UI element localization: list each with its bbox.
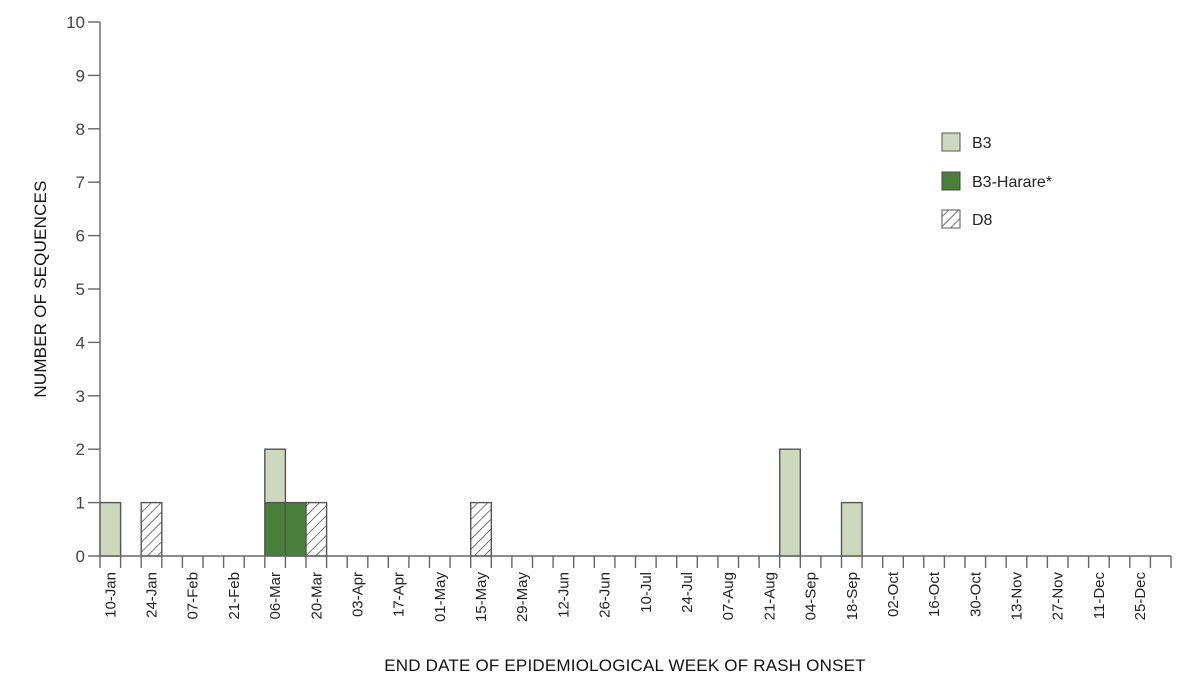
y-tick-label: 6 [76,227,85,246]
legend: B3 B3-Harare* D8 [941,132,1052,229]
bar-b3-harare-13-mar [284,501,307,557]
y-tick-label: 1 [76,494,85,513]
y-tick-label: 7 [76,173,85,192]
x-tick-label: 07-Aug [720,572,737,620]
x-tick-label: 01-May [432,572,449,623]
legend-label-b3-harare: B3-Harare* [972,174,1052,191]
legend-label-b3: B3 [972,135,992,152]
x-tick-label: 20-Mar [308,572,325,620]
x-tick-label: 06-Mar [267,572,284,620]
y-tick-label: 8 [76,120,85,139]
x-tick-label: 03-Apr [350,572,367,617]
y-tick-label: 5 [76,280,85,299]
x-tick-label: 18-Sep [844,572,861,620]
bar-d8-15-may [470,501,493,557]
y-tick-label: 3 [76,387,85,406]
y-tick-label: 0 [76,547,85,566]
legend-item-d8: D8 [941,209,993,229]
bar-b3-10-jan [99,501,122,557]
legend-swatch-b3-harare [941,171,961,191]
x-tick-label: 27-Nov [1050,572,1067,621]
legend-swatch-b3 [941,132,961,152]
x-tick-label: 21-Aug [761,572,778,620]
x-tick-label: 26-Jun [597,572,614,618]
x-tick-label: 07-Feb [185,572,202,620]
x-tick-label: 11-Dec [1091,572,1108,620]
legend-label-d8: D8 [972,212,993,229]
x-axis-title: END DATE OF EPIDEMIOLOGICAL WEEK OF RASH… [384,656,866,675]
x-tick-label: 02-Oct [885,571,902,617]
bar-b3-harare-06-mar [264,501,287,557]
x-tick-label: 17-Apr [391,572,408,617]
bar-series-group [99,448,863,557]
y-axis: 0 1 2 3 4 5 6 7 8 9 10 [66,13,101,566]
y-tick-label: 2 [76,440,85,459]
x-tick-label: 25-Dec [1132,572,1149,621]
legend-item-b3: B3 [941,132,992,152]
legend-swatch-d8 [941,209,961,229]
bar-b3-06-mar [264,448,287,504]
x-tick-label: 10-Jan [102,572,119,618]
legend-item-b3-harare: B3-Harare* [941,171,1052,191]
x-tick-label: 04-Sep [803,572,820,620]
y-tick-label: 4 [76,333,85,352]
x-tick-label: 24-Jul [679,572,696,613]
x-axis: 10-Jan 24-Jan 07-Feb 21-Feb 06-Mar 20-Mar 03-A… [99,555,1172,623]
bar-b3-18-sep [840,501,863,557]
x-tick-label: 15-May [473,572,490,623]
y-tick-label: 9 [76,66,85,85]
bar-b3-28-aug [779,448,802,557]
x-tick-label: 21-Feb [226,572,243,620]
x-tick-label: 16-Oct [926,571,943,617]
x-tick-label: 12-Jun [555,572,572,618]
x-tick-label: 24-Jan [144,572,161,618]
bar-d8-20-mar [305,501,328,557]
bar-d8-24-jan [140,501,163,557]
y-axis-title: NUMBER OF SEQUENCES [31,180,50,397]
x-tick-label: 30-Oct [967,571,984,617]
x-tick-label: 13-Nov [1009,572,1026,621]
x-tick-label: 29-May [514,572,531,623]
x-tick-label: 10-Jul [638,572,655,613]
y-tick-label: 10 [66,13,85,32]
